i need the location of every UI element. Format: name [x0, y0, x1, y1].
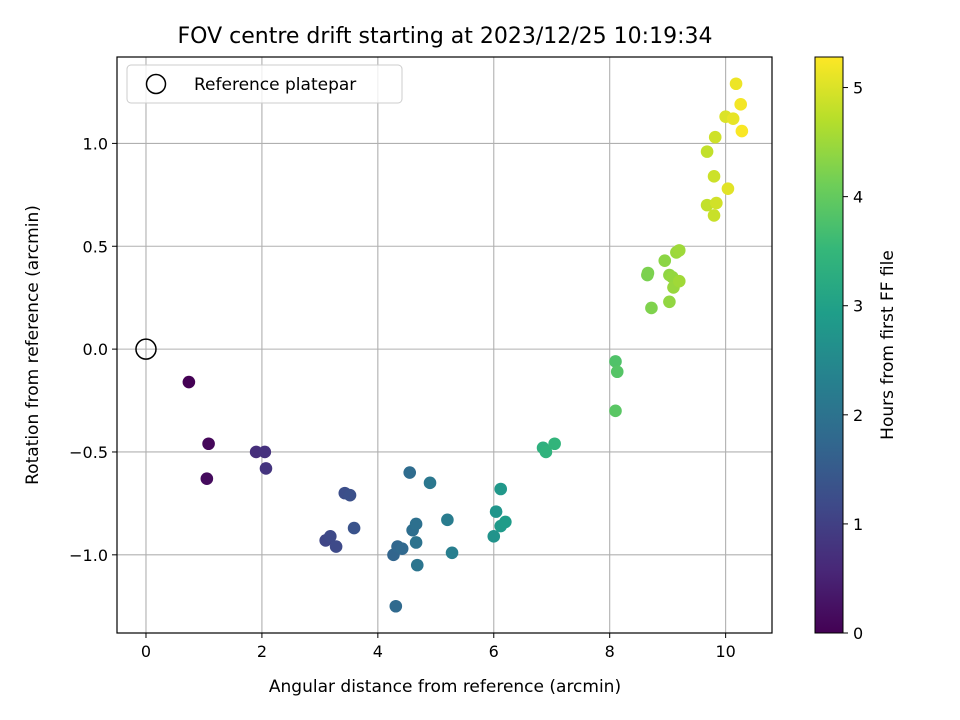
- colorbar: [814, 56, 844, 634]
- data-point: [707, 170, 721, 183]
- data-point: [707, 209, 721, 222]
- data-point: [548, 437, 561, 451]
- colorbar-tick-label: 1: [853, 515, 863, 534]
- data-point: [609, 355, 622, 368]
- data-point: [710, 196, 723, 210]
- data-point: [445, 546, 459, 560]
- y-axis-label: Rotation from reference (arcmin): [23, 205, 43, 485]
- data-point: [609, 404, 622, 418]
- x-tick-label: 8: [605, 642, 615, 661]
- data-point: [487, 530, 501, 543]
- data-point: [409, 536, 423, 549]
- x-tick-label: 2: [257, 642, 267, 661]
- data-point: [700, 145, 714, 158]
- y-axis-ticks: −1.0 −0.5 0.0 0.5 1.0: [69, 134, 117, 565]
- data-point: [672, 274, 686, 288]
- y-tick-label: −1.0: [69, 546, 108, 565]
- reference-platepar-marker: [135, 338, 157, 360]
- data-point: [410, 558, 424, 572]
- data-point: [489, 505, 503, 518]
- data-point: [729, 77, 743, 91]
- data-point: [403, 466, 417, 479]
- data-point: [259, 462, 273, 475]
- data-point: [395, 542, 409, 555]
- x-tick-label: 0: [141, 642, 151, 661]
- data-point: [494, 482, 508, 496]
- legend-box: [126, 64, 403, 104]
- data-point: [734, 98, 747, 111]
- data-point: [610, 365, 624, 379]
- data-point: [539, 445, 553, 459]
- data-point: [708, 130, 722, 144]
- data-point: [409, 517, 423, 531]
- data-point: [658, 254, 672, 267]
- grid-lines: [117, 57, 772, 633]
- reference-marker-group: [135, 338, 157, 360]
- colorbar-ticks: 0 1 2 3 4 5: [843, 79, 863, 643]
- data-point: [641, 266, 655, 280]
- data-point: [735, 124, 749, 138]
- data-point: [672, 244, 686, 257]
- data-point: [329, 540, 343, 553]
- data-point: [347, 521, 361, 535]
- plot-frame: [116, 56, 773, 634]
- legend-reference-marker: [145, 73, 167, 95]
- y-tick-label: −0.5: [69, 443, 108, 462]
- chart-title: FOV centre drift starting at 2023/12/25 …: [178, 24, 713, 49]
- colorbar-tick-label: 0: [853, 624, 863, 643]
- data-point: [249, 445, 263, 459]
- x-tick-label: 6: [489, 642, 499, 661]
- data-point: [499, 515, 512, 529]
- x-axis-ticks: 0 2 4 6 8 10: [141, 633, 736, 661]
- data-point: [645, 301, 658, 315]
- data-point: [324, 530, 337, 543]
- colorbar-tick-label: 4: [853, 188, 863, 207]
- data-point: [202, 437, 215, 451]
- x-tick-label: 10: [715, 642, 735, 661]
- colorbar-tick-label: 3: [853, 297, 863, 316]
- data-point: [258, 445, 272, 459]
- data-point: [663, 295, 676, 309]
- colorbar-label: Hours from first FF file: [878, 250, 898, 440]
- data-point: [423, 476, 437, 490]
- data-point: [343, 488, 357, 502]
- y-tick-label: 1.0: [83, 134, 108, 153]
- data-points: [182, 77, 749, 613]
- data-point: [726, 112, 740, 126]
- y-tick-label: 0.0: [83, 340, 108, 359]
- x-tick-label: 4: [373, 642, 383, 661]
- y-tick-label: 0.5: [83, 237, 108, 256]
- colorbar-tick-label: 2: [853, 406, 863, 425]
- legend-entry-reference: Reference platepar: [194, 75, 356, 95]
- colorbar-tick-label: 5: [853, 79, 863, 98]
- data-point: [200, 472, 214, 486]
- data-point: [721, 182, 735, 195]
- legend: Reference platepar: [126, 64, 403, 104]
- data-point: [182, 375, 196, 389]
- data-point: [441, 513, 454, 527]
- data-point: [389, 599, 403, 613]
- x-axis-label: Angular distance from reference (arcmin): [269, 677, 621, 697]
